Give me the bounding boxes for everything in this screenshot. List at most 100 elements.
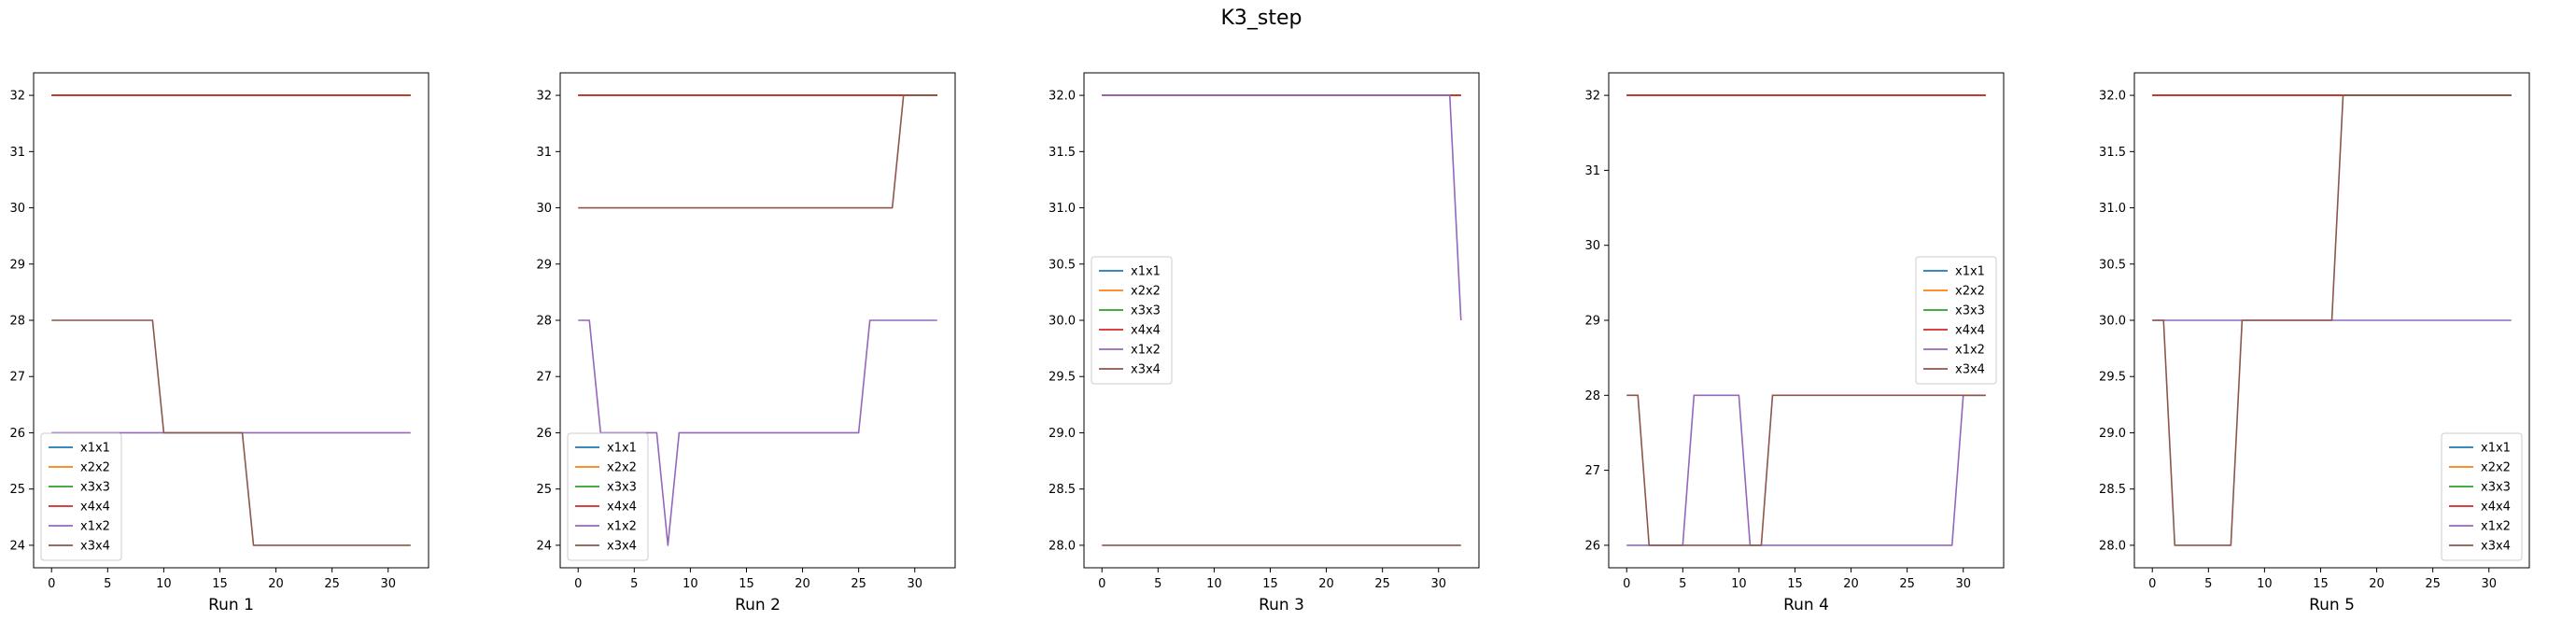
legend-label-x2x2: x2x2 xyxy=(80,461,110,475)
y-tick-label: 25 xyxy=(9,483,25,497)
legend-label-x1x2: x1x2 xyxy=(2481,520,2511,534)
legend-label-x4x4: x4x4 xyxy=(1955,324,1985,338)
y-tick-label: 31.0 xyxy=(1049,202,1076,216)
y-tick-label: 26 xyxy=(1584,539,1600,553)
legend-label-x3x4: x3x4 xyxy=(80,540,110,554)
y-tick-label: 30.0 xyxy=(1049,315,1076,329)
x-tick-label: 15 xyxy=(2313,577,2329,591)
legend-label-x3x3: x3x3 xyxy=(607,481,637,495)
x-tick-label: 10 xyxy=(2257,577,2273,591)
legend-box xyxy=(567,432,649,561)
y-tick-label: 30.0 xyxy=(2099,315,2126,329)
y-tick-label: 29.0 xyxy=(2099,427,2126,441)
y-tick-label: 31 xyxy=(9,146,25,160)
x-tick-label: 30 xyxy=(1955,577,1971,591)
y-tick-label: 32 xyxy=(1584,90,1600,104)
y-tick-label: 28 xyxy=(9,315,25,329)
series-line-x1x2 xyxy=(1626,394,1986,546)
x-tick-label: 0 xyxy=(2148,577,2156,591)
x-tick-label: 20 xyxy=(1318,577,1334,591)
y-tick-label: 31 xyxy=(1584,164,1600,178)
legend-label-x1x1: x1x1 xyxy=(2481,442,2511,456)
legend-label-x1x2: x1x2 xyxy=(607,520,637,534)
series-line-x3x4 xyxy=(578,94,937,209)
legend-label-x3x3: x3x3 xyxy=(1131,304,1161,318)
y-tick-label: 28.5 xyxy=(2099,483,2126,497)
x-tick-label: 15 xyxy=(1787,577,1803,591)
legend-label-x2x2: x2x2 xyxy=(1131,285,1161,299)
legend-label-x3x3: x3x3 xyxy=(1955,304,1985,318)
y-tick-label: 28.0 xyxy=(1049,539,1076,553)
subplot-run-3: 0 5 10 15 20 25 30 28.0 28.5 29.0 29.5 30.0 30.5 31.0… xyxy=(1049,72,1480,614)
x-tick-label: 0 xyxy=(574,577,582,591)
y-tick-label: 31 xyxy=(536,146,552,160)
y-tick-label: 32 xyxy=(536,90,552,104)
legend-label-x1x2: x1x2 xyxy=(1955,344,1985,358)
x-axis-label: Run 4 xyxy=(1783,596,1829,614)
x-tick-label: 10 xyxy=(1206,577,1222,591)
x-tick-label: 20 xyxy=(268,577,284,591)
x-tick-label: 30 xyxy=(1430,577,1446,591)
y-tick-label: 32 xyxy=(9,90,25,104)
y-tick-label: 30.5 xyxy=(1049,258,1076,272)
x-tick-label: 0 xyxy=(1623,577,1630,591)
x-tick-label: 20 xyxy=(1843,577,1859,591)
legend-label-x4x4: x4x4 xyxy=(1131,324,1161,338)
y-tick-label: 32.0 xyxy=(2099,90,2126,104)
x-tick-label: 15 xyxy=(1262,577,1278,591)
y-tick-label: 24 xyxy=(536,539,552,553)
x-tick-label: 15 xyxy=(212,577,228,591)
legend-box xyxy=(2441,432,2523,561)
y-tick-label: 29 xyxy=(1584,315,1600,329)
y-tick-label: 27 xyxy=(536,371,552,385)
legend-box xyxy=(1915,256,1997,385)
legend: x1x1 x2x2 x3x3 x4x4 x1x2 x3x4 xyxy=(1915,256,1997,385)
legend-label-x2x2: x2x2 xyxy=(2481,461,2511,475)
y-tick-label: 28.0 xyxy=(2099,539,2126,553)
legend-label-x4x4: x4x4 xyxy=(80,501,110,515)
y-tick-label: 30 xyxy=(1584,239,1600,253)
x-axis-label: Run 2 xyxy=(735,596,781,614)
x-tick-label: 25 xyxy=(1374,577,1390,591)
y-tick-label: 29.5 xyxy=(2099,371,2126,385)
x-tick-label: 15 xyxy=(739,577,754,591)
y-tick-label: 24 xyxy=(9,539,25,553)
x-tick-label: 25 xyxy=(851,577,866,591)
legend-label-x3x4: x3x4 xyxy=(1955,363,1985,377)
y-tick-label: 32.0 xyxy=(1049,90,1076,104)
x-axis-label: Run 1 xyxy=(208,596,254,614)
figure-title: K3_step xyxy=(1220,7,1302,30)
y-tick-label: 30 xyxy=(9,202,25,216)
x-tick-label: 5 xyxy=(104,577,111,591)
legend-label-x1x1: x1x1 xyxy=(1131,265,1161,279)
x-tick-label: 30 xyxy=(907,577,922,591)
legend-label-x1x1: x1x1 xyxy=(607,442,637,456)
legend-label-x4x4: x4x4 xyxy=(607,501,637,515)
x-tick-label: 0 xyxy=(1098,577,1105,591)
series-line-x3x4 xyxy=(2152,94,2512,546)
y-tick-label: 26 xyxy=(9,427,25,441)
legend: x1x1 x2x2 x3x3 x4x4 x1x2 x3x4 xyxy=(2441,432,2523,561)
x-tick-label: 5 xyxy=(1154,577,1161,591)
x-tick-label: 25 xyxy=(1899,577,1915,591)
x-tick-label: 5 xyxy=(2204,577,2212,591)
x-tick-label: 5 xyxy=(1679,577,1686,591)
legend-label-x3x4: x3x4 xyxy=(1131,363,1161,377)
legend-label-x1x2: x1x2 xyxy=(80,520,110,534)
x-tick-label: 30 xyxy=(2481,577,2497,591)
series-line-x1x2 xyxy=(578,319,937,546)
legend: x1x1 x2x2 x3x3 x4x4 x1x2 x3x4 xyxy=(1091,256,1173,385)
legend-label-x3x3: x3x3 xyxy=(80,481,110,495)
legend-label-x3x4: x3x4 xyxy=(2481,540,2511,554)
x-tick-label: 30 xyxy=(380,577,396,591)
y-tick-label: 29 xyxy=(9,258,25,272)
series-line-x3x4 xyxy=(51,319,411,546)
y-tick-label: 30 xyxy=(536,202,552,216)
x-tick-label: 10 xyxy=(156,577,172,591)
x-axis-label: Run 3 xyxy=(1259,596,1304,614)
y-tick-label: 29.5 xyxy=(1049,371,1076,385)
